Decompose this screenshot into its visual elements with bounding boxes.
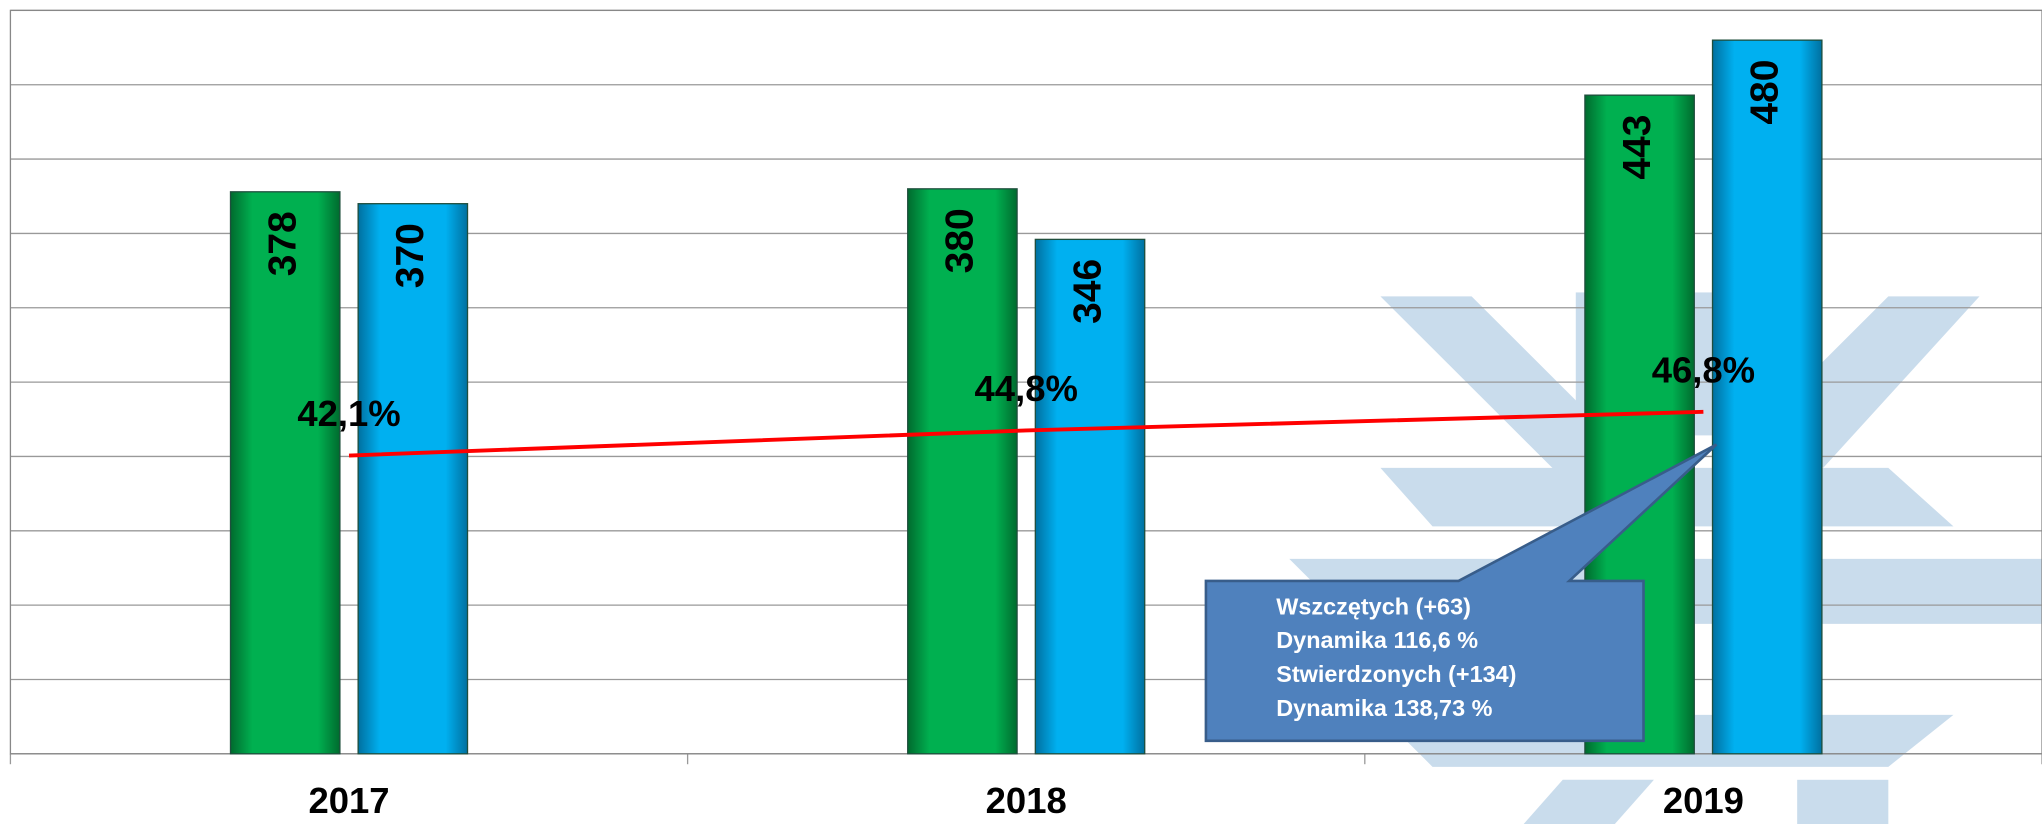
line-label: 42,1%: [297, 393, 400, 434]
callout-line: Wszczętych (+63): [1276, 593, 1471, 619]
line-label: 46,8%: [1652, 350, 1755, 391]
bar-label: 346: [1066, 259, 1109, 324]
bar: [1711, 39, 1823, 755]
bar-label: 480: [1744, 60, 1787, 125]
line-label: 44,8%: [975, 368, 1078, 409]
callout-line: Dynamika 116,6 %: [1276, 627, 1478, 653]
callout-text: Wszczętych (+63) Dynamika 116,6 % Stwierdz…: [1276, 593, 1516, 720]
bar: [357, 203, 469, 755]
bar: [229, 191, 341, 755]
x-tick-label: 2018: [986, 780, 1067, 821]
bar: [1034, 238, 1146, 755]
x-tick-label: 2019: [1663, 780, 1744, 821]
callout-box: [1204, 443, 1718, 743]
bar-label: 370: [389, 223, 432, 288]
callout-line: Dynamika 138,73 %: [1276, 695, 1492, 721]
marks: 2017 2018 2019 378 380 443 370 346 480 42,1% 44,8%…: [229, 39, 1823, 821]
bar-label: 378: [261, 211, 304, 276]
plot-border: [9, 9, 2042, 755]
bar-label: 380: [939, 208, 982, 273]
bar-label: 443: [1616, 115, 1659, 180]
x-tick-label: 2017: [308, 780, 389, 821]
bar: [907, 188, 1018, 755]
callout: Wszczętych (+63) Dynamika 116,6 % Stwierdz…: [1204, 443, 1718, 743]
line: [348, 409, 1704, 458]
callout-line: Stwierdzonych (+134): [1276, 661, 1516, 687]
